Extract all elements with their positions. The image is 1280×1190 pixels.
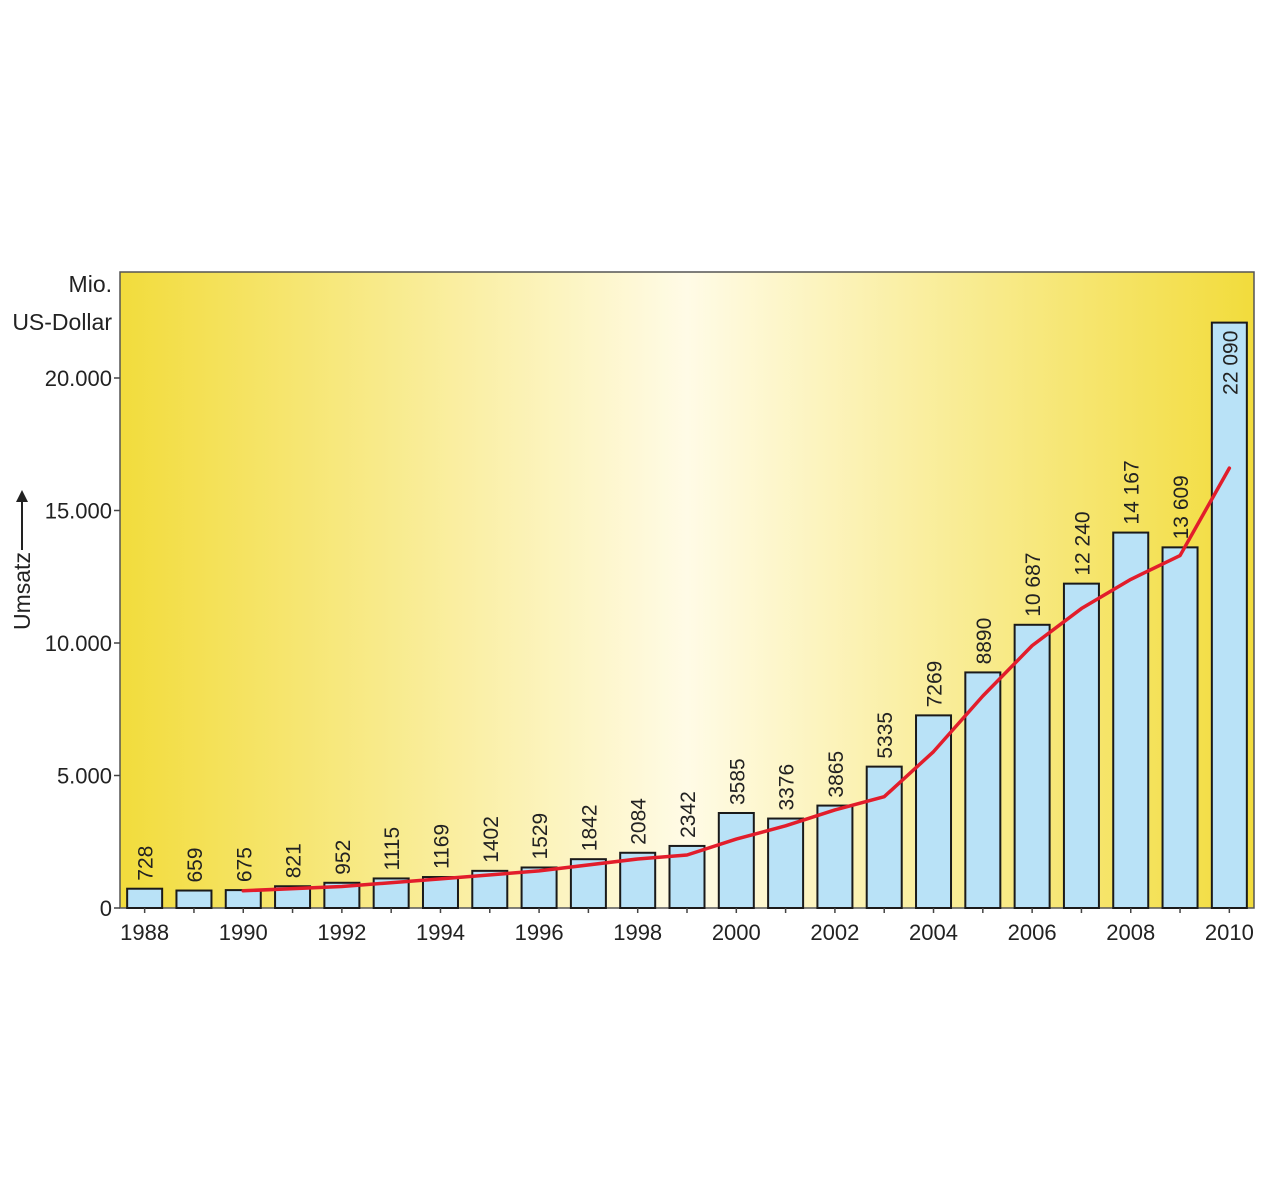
value-label-1990: 675 <box>233 847 256 882</box>
value-label-1993: 1115 <box>381 827 404 871</box>
y-unit-label-line1: Mio. <box>69 271 112 297</box>
x-tick-label: 1992 <box>317 920 366 945</box>
labels-layer: 728 659 675 821 952 1115 1169 1402 1529 1842 2084 2… <box>135 331 1243 883</box>
x-tick-label: 2002 <box>810 920 859 945</box>
x-tick-label: 1994 <box>416 920 465 945</box>
value-label-1998: 2084 <box>628 798 651 845</box>
axes-layer: 0 5.000 10.000 15.000 20.000 1988 1990 1992 1994… <box>45 366 1254 945</box>
bar-1994 <box>421 876 459 909</box>
x-tick-label: 2010 <box>1205 920 1254 945</box>
value-label-2007: 12 240 <box>1071 511 1094 575</box>
bar-2004 <box>915 714 953 910</box>
value-label-1999: 2342 <box>677 791 700 838</box>
bar-2009 <box>1161 546 1199 909</box>
bar-2002 <box>816 804 854 910</box>
value-label-1992: 952 <box>332 840 355 875</box>
y-unit-label-line2: US-Dollar <box>12 309 112 335</box>
bar-2000 <box>717 811 755 909</box>
value-label-1989: 659 <box>184 847 207 882</box>
value-label-2000: 3585 <box>726 758 749 805</box>
bar-2001 <box>767 817 805 910</box>
y-axis-arrow-head <box>16 490 28 502</box>
value-label-2002: 3865 <box>825 751 848 798</box>
bar-2007 <box>1062 582 1100 909</box>
y-tick-label: 10.000 <box>45 631 112 656</box>
value-label-2009: 13 609 <box>1170 475 1193 539</box>
x-tick-label: 2004 <box>909 920 958 945</box>
x-tick-label: 1990 <box>219 920 268 945</box>
value-label-2001: 3376 <box>776 764 799 811</box>
value-label-2006: 10 687 <box>1022 553 1045 617</box>
value-label-1997: 1842 <box>578 804 601 851</box>
bar-2010 <box>1210 321 1248 909</box>
value-label-2003: 5335 <box>874 712 897 759</box>
y-axis-title: Umsatz <box>9 490 35 630</box>
y-tick-label: 0 <box>100 896 112 921</box>
trend-layer <box>241 466 1232 893</box>
bar-2008 <box>1112 531 1150 910</box>
x-tick-label: 1996 <box>515 920 564 945</box>
value-label-2004: 7269 <box>924 661 947 708</box>
value-label-2005: 8890 <box>973 618 996 665</box>
value-label-1991: 821 <box>283 843 306 878</box>
x-tick-label: 1988 <box>120 920 169 945</box>
x-tick-label: 2006 <box>1008 920 1057 945</box>
y-tick-label: 5.000 <box>57 764 112 789</box>
trend-line <box>241 466 1232 893</box>
bar-1989 <box>175 889 213 909</box>
value-label-1996: 1529 <box>529 813 552 860</box>
x-tick-label: 2000 <box>712 920 761 945</box>
x-tick-label: 1998 <box>613 920 662 945</box>
x-tick-label: 2008 <box>1106 920 1155 945</box>
value-label-2010: 22 090 <box>1219 331 1242 395</box>
value-label-1995: 1402 <box>480 816 503 863</box>
y-axis-title-text: Umsatz <box>9 552 35 630</box>
bar-1988 <box>126 887 164 910</box>
y-tick-label: 20.000 <box>45 366 112 391</box>
value-label-1994: 1169 <box>430 824 453 869</box>
value-label-1988: 728 <box>135 846 158 881</box>
bar-1990 <box>224 889 262 909</box>
bar-2006 <box>1013 623 1051 909</box>
y-tick-label: 15.000 <box>45 499 112 524</box>
value-label-2008: 14 167 <box>1121 460 1144 524</box>
